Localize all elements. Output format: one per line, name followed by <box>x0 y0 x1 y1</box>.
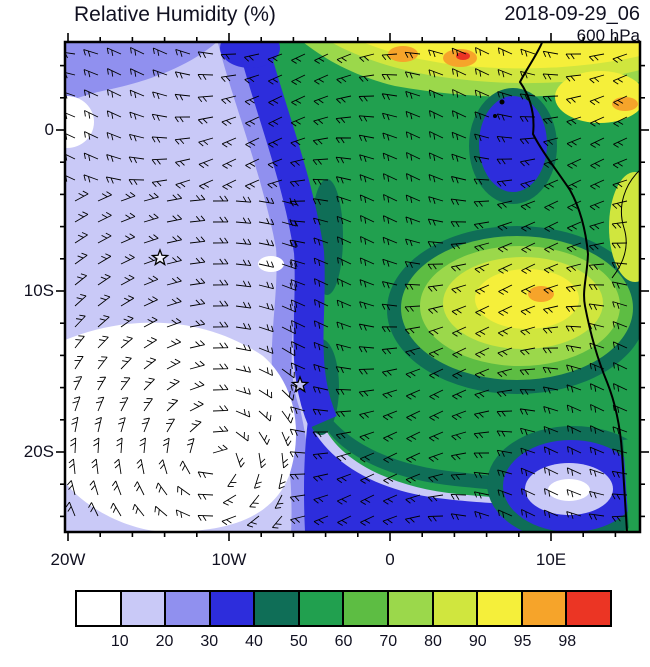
x-axis-label-20w: 20W <box>50 550 86 569</box>
colorbar-label: 30 <box>200 633 219 650</box>
colorbar-label: 80 <box>424 633 442 650</box>
colorbar-label: 90 <box>468 633 487 650</box>
river-line <box>611 169 640 279</box>
rh-rightedge-80-90 <box>609 172 640 282</box>
x-axis-label-0: 0 <box>385 550 395 569</box>
colorbar-cell <box>476 592 521 625</box>
page-title: Relative Humidity (%) <box>74 3 276 26</box>
island-dot-1 <box>499 99 505 105</box>
rh-topright-90-95 <box>555 71 640 123</box>
colorbar <box>75 590 612 627</box>
y-axis-label-10s: 10S <box>23 281 54 300</box>
colorbar-label: 98 <box>558 633 577 650</box>
valid-datetime: 2018-09-29_06 <box>504 3 640 25</box>
colorbar-label: 60 <box>334 633 353 650</box>
x-axis-label-10w: 10W <box>211 550 247 569</box>
colorbar-cell <box>520 592 566 625</box>
rh-region-dry-left-notch <box>65 96 94 148</box>
colorbar-label: 10 <box>110 633 129 650</box>
coastline <box>518 42 628 532</box>
colorbar-cell <box>387 592 432 625</box>
colorbar-cell <box>565 592 610 625</box>
colorbar-cell <box>119 592 165 625</box>
rh-topband-spot-95-98-a <box>388 46 418 62</box>
colorbar-cell <box>208 592 254 625</box>
rh-region-20-30-topleft <box>65 42 217 104</box>
colorbar-label: 95 <box>513 633 532 650</box>
rh-ring-90-95 <box>475 269 579 329</box>
star-marker-1 <box>150 248 170 266</box>
rh-dry-spot-small <box>258 256 284 272</box>
x-axis-label-10e: 10E <box>535 550 567 569</box>
pressure-level: 600 hPa <box>576 26 640 45</box>
rh-topband-90-95 <box>363 42 640 69</box>
colorbar-cell <box>342 592 388 625</box>
colorbar-cell <box>297 592 343 625</box>
map-area <box>56 33 649 541</box>
colorbar-label: 40 <box>245 633 263 650</box>
colorbar-cell <box>164 592 209 625</box>
colorbar-labels: 10 20 30 40 50 60 70 80 90 95 98 <box>75 633 612 653</box>
rh-coaststrip-green <box>623 438 640 532</box>
colorbar-label: 50 <box>289 633 308 650</box>
rh-band-30-40 <box>236 42 337 428</box>
rh-region-dry-core <box>65 322 297 532</box>
colorbar-label: 70 <box>379 633 398 650</box>
colorbar-cell <box>253 592 298 625</box>
map-frame <box>63 40 642 534</box>
colorbar-cell <box>77 592 120 625</box>
colorbar-cell <box>431 592 477 625</box>
humidity-map <box>56 33 649 541</box>
star-marker-2 <box>290 375 310 393</box>
colorbar-label: 20 <box>155 633 174 650</box>
rh-coast-patch-30-40 <box>479 96 547 192</box>
y-axis-label-20s: 20S <box>23 442 54 461</box>
rh-blob-30-40-top <box>220 42 280 68</box>
rh-topband-spot-98 <box>456 52 470 60</box>
wind-barbs-overlay <box>65 47 628 529</box>
rh-spot-95-98 <box>528 286 554 302</box>
island-dot-2 <box>493 114 497 118</box>
humidity-field <box>65 42 640 532</box>
y-axis-label-0: 0 <box>44 120 54 139</box>
